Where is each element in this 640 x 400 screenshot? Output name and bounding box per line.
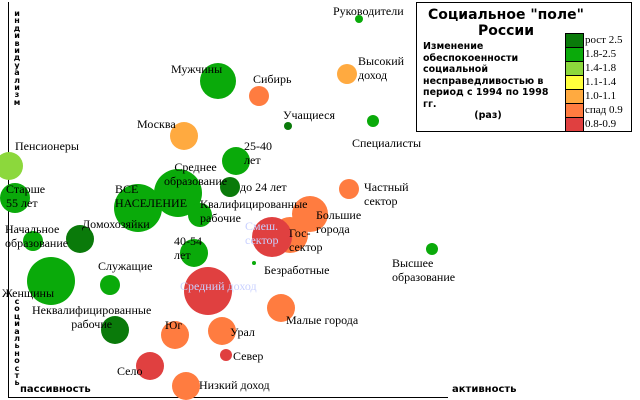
bubble [354, 15, 363, 24]
bubble [171, 372, 200, 400]
legend-label: 0.8-0.9 [585, 118, 617, 130]
bubble-label: Низкий доход [199, 378, 270, 392]
x-axis-label-right: активность [452, 384, 517, 395]
bubble-label: Север [233, 349, 264, 363]
legend-swatch [565, 75, 584, 90]
legend-entry: 1.1-1.4 [565, 75, 631, 90]
bubble [26, 256, 75, 305]
legend-entry: спад 0.9 [565, 103, 631, 118]
bubble [208, 317, 237, 346]
bubble [101, 315, 130, 344]
bubble [200, 63, 237, 100]
bubble [284, 122, 293, 131]
legend-entry: рост 2.5 [565, 33, 631, 48]
bubble-label: Квалифицированные рабочие [200, 197, 308, 225]
bubble [0, 152, 23, 181]
y-axis-label-bottom: с о ц и а л ь н о с т ь [14, 297, 20, 388]
bubble [219, 176, 240, 197]
bubble [22, 230, 43, 251]
bubble [0, 182, 30, 213]
bubble [113, 184, 162, 233]
bubble-label: Начальное образование [5, 222, 69, 250]
bubble-label: 40-54 лет [174, 234, 202, 262]
bubble [248, 85, 269, 106]
legend-label: 1.0-1.1 [585, 90, 617, 102]
bubble-label: Домохозяйки [82, 217, 150, 231]
legend-swatch [565, 47, 584, 62]
bubble [251, 217, 292, 258]
legend-swatch [565, 33, 584, 48]
bubble [160, 321, 189, 350]
bubble-label: Юг [165, 318, 183, 332]
bubble-label: Высшее образование [392, 256, 456, 284]
bubble [222, 147, 251, 176]
legend-description: Изменение обеспокоенности социальной нес… [423, 41, 563, 122]
bubble [180, 239, 209, 268]
bubble [184, 267, 233, 316]
bubble-label: Частный сектор [364, 180, 409, 208]
legend-label: рост 2.5 [585, 34, 623, 46]
bubble-label: Руководители [333, 4, 404, 18]
chart-title: Социальное "поле" России [428, 7, 584, 39]
legend: Социальное "поле" России Изменение обесп… [416, 2, 632, 132]
bubble-label: Высокий доход [358, 54, 405, 82]
legend-unit: (раз) [474, 110, 502, 121]
bubble-label: Москва [137, 117, 176, 131]
bubble [187, 203, 212, 228]
bubble-label: Гос- сектор [289, 226, 323, 254]
legend-entry: 0.8-0.9 [565, 117, 631, 132]
bubble [220, 349, 233, 362]
bubble [267, 294, 296, 323]
bubble-label: Большие города [316, 208, 362, 236]
legend-swatch [565, 61, 584, 76]
x-axis [8, 397, 448, 398]
bubble-label: Средний доход [180, 279, 257, 293]
bubble-label: Малые города [286, 313, 359, 327]
bubble [66, 225, 95, 254]
legend-entry: 1.8-2.5 [565, 47, 631, 62]
bubble-label: Село [117, 364, 143, 378]
bubble [366, 115, 379, 128]
bubble [338, 178, 359, 199]
bubble-label: Мужчины [171, 62, 223, 76]
bubble-label: Пенсионеры [15, 139, 79, 153]
bubble-label: Учащиеся [283, 108, 335, 122]
bubble [425, 242, 438, 255]
bubble-label: Старше 55 лет [6, 182, 46, 210]
legend-title: Изменение обеспокоенности социальной нес… [423, 41, 549, 110]
bubble-label: Среднее образование [164, 160, 228, 188]
bubble [337, 63, 358, 84]
legend-entry: 1.4-1.8 [565, 61, 631, 76]
y-axis-label-top: и н д и в и д у а л и з м [13, 9, 21, 107]
bubble-label: 25-40 лет [244, 139, 272, 167]
bubble [252, 260, 257, 265]
legend-swatch [565, 103, 584, 118]
bubble [170, 121, 199, 150]
legend-swatch [565, 117, 584, 132]
bubble-label: Смеш. сектор [245, 219, 279, 247]
legend-swatch [565, 89, 584, 104]
x-axis-label-left: пассивность [20, 384, 91, 395]
bubble-label: Специалисты [352, 136, 422, 150]
legend-label: 1.4-1.8 [585, 62, 617, 74]
legend-entry: 1.0-1.1 [565, 89, 631, 104]
bubble-label: Безработные [264, 263, 330, 277]
bubble-label: Неквалифицированные рабочие [32, 303, 152, 331]
bubble [136, 352, 165, 381]
bubble-label: до 24 лет [240, 180, 287, 194]
bubble-label: Сибирь [253, 72, 292, 86]
bubble-label: Урал [230, 325, 255, 339]
bubble-label: Женщины [2, 286, 55, 300]
legend-label: спад 0.9 [585, 104, 623, 116]
legend-label: 1.8-2.5 [585, 48, 617, 60]
bubble [99, 274, 120, 295]
legend-label: 1.1-1.4 [585, 76, 617, 88]
bubble-label: ВСЕ НАСЕЛЕНИЕ [115, 182, 188, 210]
bubble-label: Служащие [98, 259, 153, 273]
